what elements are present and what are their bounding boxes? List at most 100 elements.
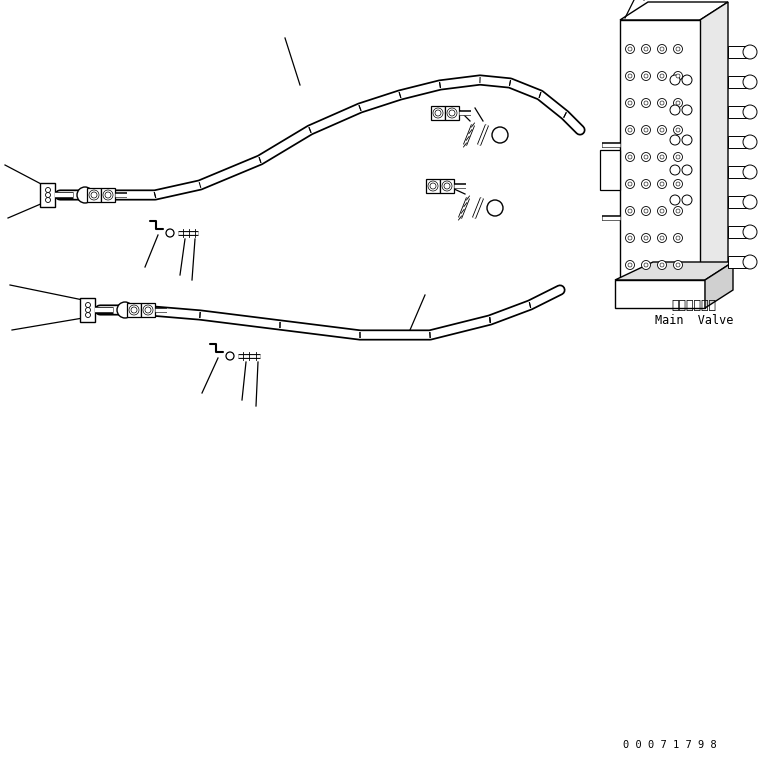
Circle shape [628,263,632,267]
Circle shape [660,263,664,267]
Circle shape [641,125,651,134]
Polygon shape [615,280,705,308]
Circle shape [628,236,632,240]
Circle shape [670,75,680,85]
Circle shape [743,75,757,89]
Circle shape [660,47,664,51]
Circle shape [658,99,667,108]
Circle shape [676,47,680,51]
Bar [728,46,750,58]
Circle shape [743,225,757,239]
Bar [87,188,101,202]
Circle shape [641,72,651,80]
Bar [141,303,155,317]
Circle shape [641,206,651,215]
Circle shape [674,206,682,215]
Text: メインバルブ: メインバルブ [671,299,717,312]
Circle shape [628,101,632,105]
Circle shape [670,105,680,115]
Circle shape [644,101,648,105]
Circle shape [641,153,651,161]
Circle shape [743,195,757,209]
Circle shape [644,209,648,213]
Circle shape [45,187,51,193]
Bar [445,106,459,120]
Circle shape [674,261,682,270]
Circle shape [743,255,757,269]
Bar [728,166,750,178]
Polygon shape [620,20,700,280]
Circle shape [674,99,682,108]
Circle shape [117,302,133,318]
Circle shape [644,182,648,186]
Circle shape [670,165,680,175]
Bar [728,136,750,148]
Circle shape [660,182,664,186]
Circle shape [658,44,667,53]
Circle shape [682,135,692,145]
Circle shape [674,234,682,242]
Circle shape [625,206,634,215]
Text: 0 0 0 7 1 7 9 8: 0 0 0 7 1 7 9 8 [623,740,717,750]
Circle shape [674,125,682,134]
Circle shape [625,125,634,134]
Circle shape [676,236,680,240]
Circle shape [625,99,634,108]
Circle shape [644,47,648,51]
Circle shape [660,74,664,78]
Circle shape [641,99,651,108]
Circle shape [628,182,632,186]
Circle shape [660,128,664,132]
Circle shape [625,234,634,242]
Circle shape [628,209,632,213]
Circle shape [644,263,648,267]
Bar [728,226,750,238]
Polygon shape [615,262,733,280]
Circle shape [625,180,634,189]
Circle shape [628,128,632,132]
Circle shape [85,312,91,318]
Circle shape [641,234,651,242]
Circle shape [743,165,757,179]
Circle shape [660,155,664,159]
Circle shape [658,72,667,80]
Bar [728,196,750,208]
Circle shape [674,44,682,53]
Circle shape [45,193,51,198]
Circle shape [682,195,692,205]
Polygon shape [620,2,728,20]
Circle shape [628,47,632,51]
Circle shape [166,229,174,237]
Circle shape [658,153,667,161]
Bar [728,106,750,118]
Circle shape [660,101,664,105]
Circle shape [682,105,692,115]
Circle shape [660,209,664,213]
Circle shape [658,125,667,134]
Circle shape [625,44,634,53]
Circle shape [670,195,680,205]
Circle shape [628,74,632,78]
Circle shape [676,209,680,213]
Circle shape [487,200,503,216]
Circle shape [625,261,634,270]
Circle shape [743,135,757,149]
Circle shape [641,261,651,270]
Circle shape [674,180,682,189]
Circle shape [641,180,651,189]
Bar [728,76,750,88]
Circle shape [641,44,651,53]
Circle shape [743,45,757,59]
Circle shape [676,263,680,267]
Circle shape [492,127,508,143]
Circle shape [660,236,664,240]
Circle shape [226,352,234,360]
Circle shape [625,153,634,161]
Circle shape [743,105,757,119]
Circle shape [658,180,667,189]
Bar [440,179,454,193]
Polygon shape [705,262,733,308]
Circle shape [676,101,680,105]
Circle shape [644,236,648,240]
Polygon shape [40,183,55,207]
